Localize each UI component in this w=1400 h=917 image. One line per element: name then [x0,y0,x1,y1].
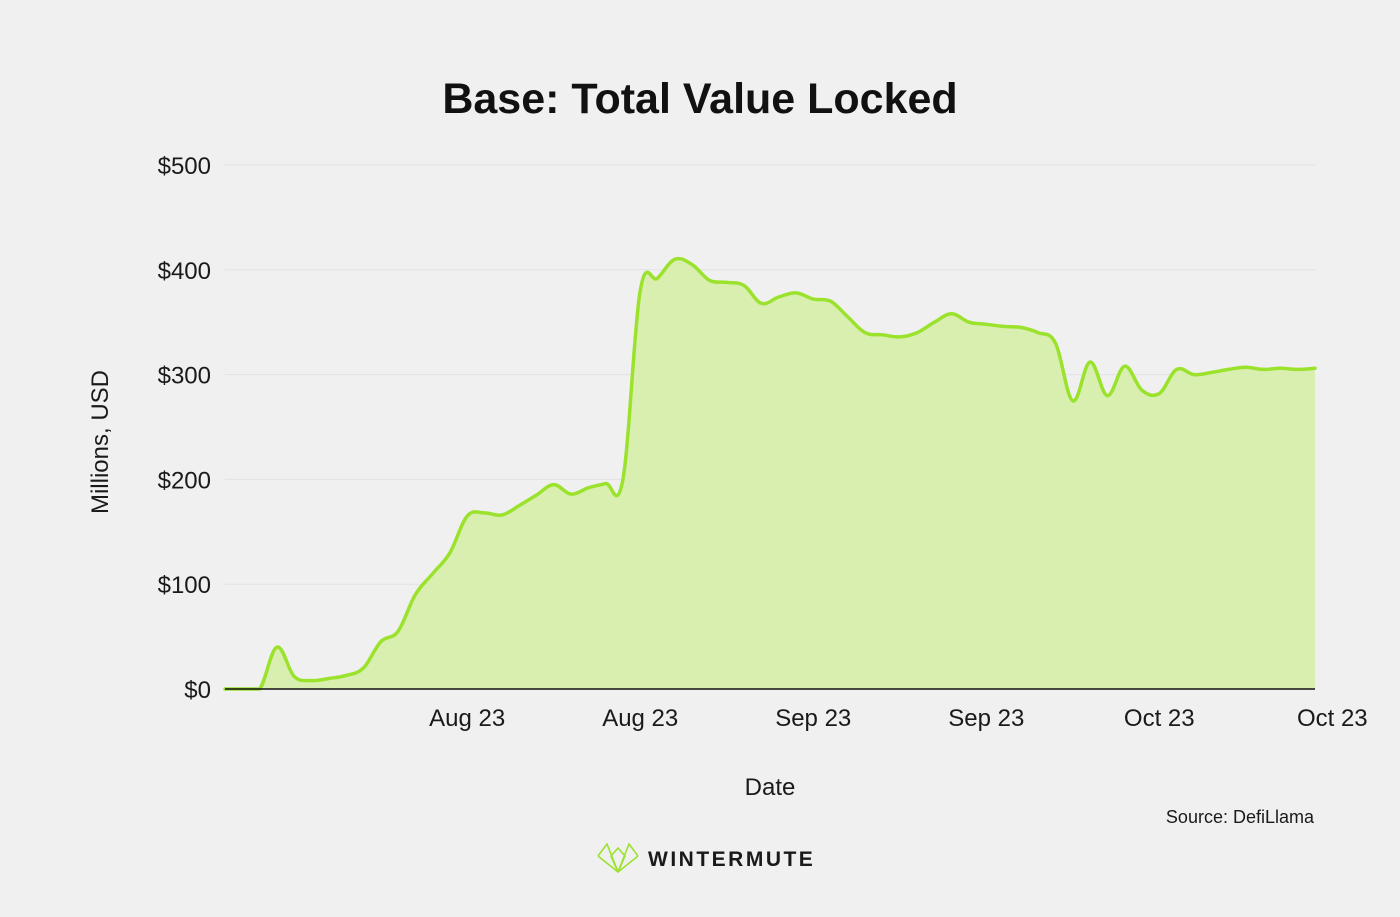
x-tick-label: Oct 23 [1124,705,1195,732]
y-tick-label: $100 [158,572,211,599]
chart-title: Base: Total Value Locked [442,75,957,123]
wintermute-logo-icon [597,843,639,873]
x-tick-label: Aug 23 [602,705,678,732]
area-layer [223,256,1317,691]
y-tick-label: $0 [184,677,211,704]
y-tick-label: $300 [158,363,211,390]
x-tick-label: Oct 23 [1297,705,1368,732]
tvl-area-fill [225,258,1315,689]
x-axis-label: Date [745,774,796,801]
x-tick-label: Aug 23 [429,705,505,732]
y-tick-label: $400 [158,258,211,285]
x-tick-label: Sep 23 [948,705,1024,732]
y-tick-layer: $0 $100 $200 $300 $400 $500 [158,153,211,704]
y-tick-label: $500 [158,153,211,180]
x-tick-label: Sep 23 [775,705,851,732]
tvl-series-line [223,256,1317,691]
y-tick-label: $200 [158,467,211,494]
x-tick-layer: Aug 23 Aug 23 Sep 23 Sep 23 Oct 23 Oct 23 [429,705,1367,732]
y-axis-label: Millions, USD [87,370,114,514]
source-note: Source: DefiLlama [1166,807,1315,827]
brand-name: WINTERMUTE [648,848,815,871]
